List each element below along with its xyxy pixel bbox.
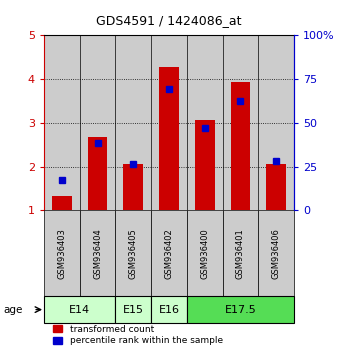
Bar — [223, 35, 258, 210]
Text: age: age — [3, 305, 23, 315]
Bar — [88, 137, 107, 210]
Text: GSM936402: GSM936402 — [165, 228, 173, 279]
Bar — [123, 165, 143, 210]
Text: GDS4591 / 1424086_at: GDS4591 / 1424086_at — [96, 13, 242, 27]
Bar — [115, 296, 151, 323]
Bar — [44, 296, 115, 323]
Bar — [266, 165, 286, 210]
Text: GSM936405: GSM936405 — [129, 228, 138, 279]
Text: GSM936406: GSM936406 — [272, 228, 281, 279]
Bar — [159, 67, 179, 210]
Bar — [151, 210, 187, 296]
Bar — [151, 296, 187, 323]
Bar — [151, 35, 187, 210]
Text: E15: E15 — [123, 305, 144, 315]
Bar — [115, 35, 151, 210]
Bar — [258, 210, 294, 296]
Text: GSM936404: GSM936404 — [93, 228, 102, 279]
Text: GSM936400: GSM936400 — [200, 228, 209, 279]
Text: GSM936401: GSM936401 — [236, 228, 245, 279]
Bar — [231, 82, 250, 210]
Bar — [258, 35, 294, 210]
Bar — [44, 35, 80, 210]
Bar — [187, 296, 294, 323]
Bar — [187, 210, 223, 296]
Bar — [223, 210, 258, 296]
Bar — [195, 120, 215, 210]
Text: E17.5: E17.5 — [224, 305, 256, 315]
Legend: transformed count, percentile rank within the sample: transformed count, percentile rank withi… — [53, 325, 223, 345]
Text: E16: E16 — [159, 305, 179, 315]
Bar — [80, 210, 115, 296]
Text: GSM936403: GSM936403 — [57, 228, 66, 279]
Bar — [52, 196, 72, 210]
Bar — [80, 35, 115, 210]
Bar — [115, 210, 151, 296]
Text: E14: E14 — [69, 305, 90, 315]
Bar — [44, 210, 80, 296]
Bar — [187, 35, 223, 210]
